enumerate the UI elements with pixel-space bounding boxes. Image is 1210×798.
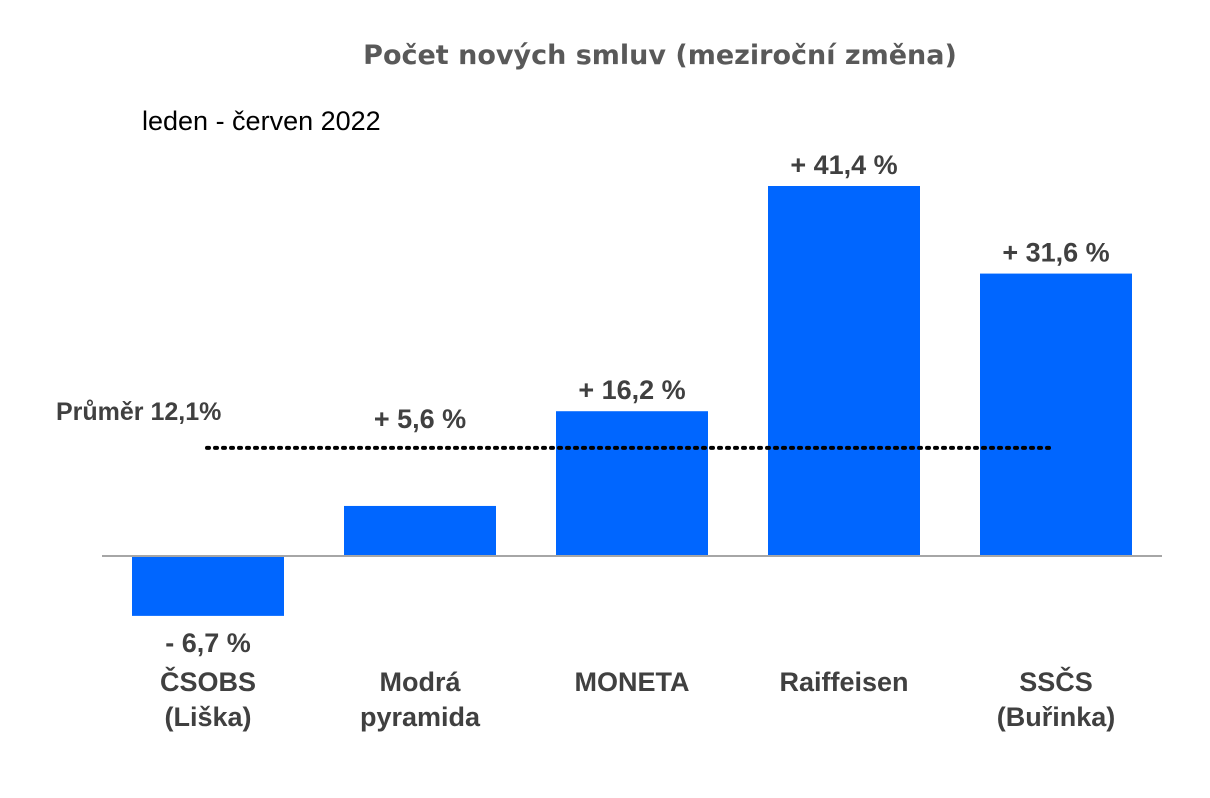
bar bbox=[768, 186, 920, 556]
data-label: + 5,6 % bbox=[374, 404, 466, 434]
bar bbox=[132, 556, 284, 616]
bars-layer bbox=[132, 186, 1132, 616]
chart-subtitle: leden - červen 2022 bbox=[142, 106, 381, 136]
chart-title: Počet nových smluv (meziroční změna) bbox=[363, 40, 957, 71]
labels-layer: - 6,7 % ČSOBS (Liška) + 5,6 % Modrá pyramida +… bbox=[160, 150, 1115, 732]
data-label: + 41,4 % bbox=[790, 150, 897, 180]
data-label: + 31,6 % bbox=[1002, 238, 1109, 268]
data-label: + 16,2 % bbox=[578, 375, 685, 405]
category-label: SSČS (Buřinka) bbox=[997, 666, 1116, 732]
category-label: ČSOBS (Liška) bbox=[160, 666, 256, 732]
average-label: Průměr 12,1% bbox=[56, 398, 221, 426]
bar bbox=[980, 273, 1132, 556]
bar bbox=[556, 411, 708, 556]
category-label: Raiffeisen bbox=[779, 667, 908, 697]
category-label: MONETA bbox=[575, 667, 690, 697]
bar bbox=[344, 505, 496, 556]
category-label: Modrá pyramida bbox=[360, 667, 481, 732]
data-label: - 6,7 % bbox=[165, 628, 251, 658]
